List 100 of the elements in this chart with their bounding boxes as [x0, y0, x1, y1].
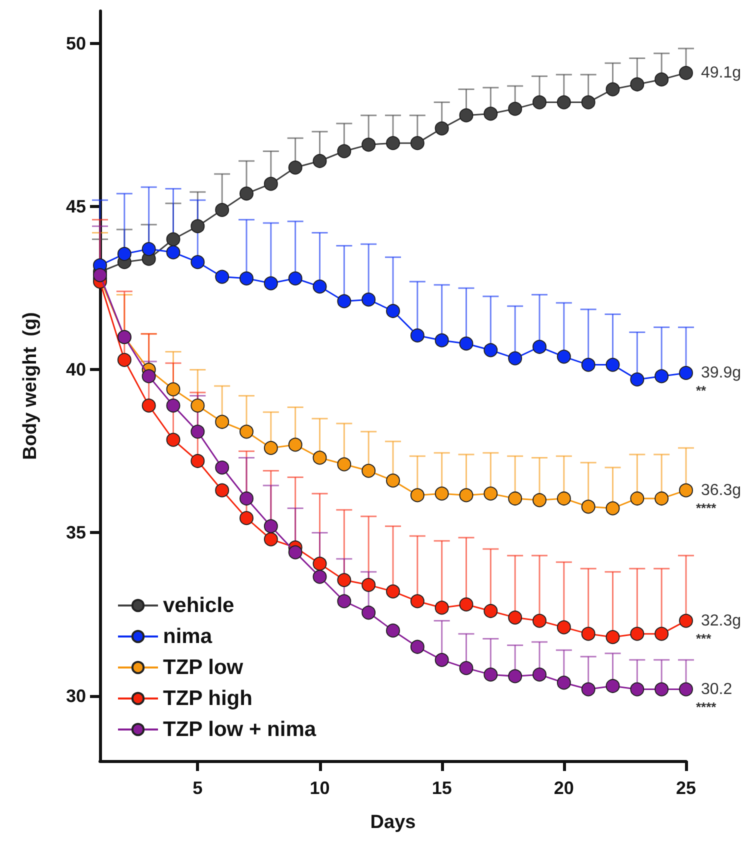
data-label: 39.9g — [701, 364, 742, 382]
point — [93, 268, 107, 282]
point — [362, 464, 376, 478]
text: **** — [696, 699, 718, 714]
legend-label: nima — [163, 625, 212, 648]
point — [117, 352, 132, 367]
point — [410, 328, 424, 342]
point — [679, 366, 693, 380]
point — [434, 486, 449, 501]
text: ** — [696, 382, 708, 398]
point — [166, 245, 180, 260]
point — [581, 682, 596, 696]
y-tick-label: 45 — [66, 196, 86, 217]
point — [312, 570, 327, 584]
point — [459, 108, 474, 122]
point — [654, 682, 669, 696]
point — [606, 82, 620, 96]
y-tick-label: 50 — [66, 34, 86, 54]
point — [215, 202, 230, 217]
point — [606, 501, 620, 516]
point — [117, 246, 132, 261]
point — [459, 488, 474, 502]
point — [190, 255, 205, 270]
point — [654, 626, 669, 641]
point — [240, 424, 254, 439]
point — [264, 176, 278, 191]
data-label: 36.3g — [701, 482, 742, 499]
point — [337, 573, 352, 588]
point — [508, 669, 522, 684]
point — [264, 519, 278, 534]
point — [581, 95, 596, 110]
point — [288, 438, 302, 452]
point — [484, 343, 498, 358]
x-axis-title: Days — [370, 812, 416, 833]
point — [264, 440, 278, 455]
point — [288, 271, 302, 286]
point — [288, 545, 302, 560]
point — [508, 610, 522, 625]
point — [630, 492, 644, 506]
point — [312, 154, 327, 168]
point — [264, 532, 278, 546]
point — [459, 336, 474, 351]
point — [630, 372, 644, 386]
point — [434, 333, 449, 348]
data-label: 32.3g — [701, 612, 742, 630]
point — [630, 77, 644, 92]
x-tick-label: 25 — [676, 778, 696, 798]
point — [166, 398, 180, 413]
point — [312, 556, 327, 571]
point — [410, 136, 424, 150]
point — [532, 614, 546, 628]
point — [434, 652, 449, 667]
point — [532, 668, 546, 682]
point — [556, 350, 571, 364]
point — [679, 483, 693, 498]
point — [166, 432, 180, 447]
point — [484, 106, 498, 121]
point — [556, 492, 571, 506]
x-tick-label: 10 — [310, 778, 330, 798]
point — [459, 661, 474, 676]
point — [532, 493, 546, 508]
point — [630, 682, 644, 696]
point — [581, 358, 596, 372]
point — [679, 682, 693, 696]
point — [679, 66, 693, 80]
point — [459, 597, 474, 612]
point — [606, 630, 620, 644]
point — [532, 95, 546, 110]
y-tick-label: 35 — [66, 522, 86, 543]
point — [484, 604, 498, 618]
x-tick-label: 20 — [554, 778, 574, 798]
point — [240, 271, 254, 286]
point — [215, 414, 230, 429]
point — [581, 500, 596, 514]
text: *** — [696, 630, 712, 646]
point — [362, 606, 376, 620]
point — [532, 340, 546, 354]
point — [679, 614, 693, 628]
point — [386, 304, 400, 318]
point — [190, 454, 205, 468]
point — [386, 624, 400, 638]
point — [654, 369, 669, 384]
point — [337, 457, 352, 472]
point — [312, 280, 327, 294]
point — [215, 270, 230, 284]
point — [654, 72, 669, 86]
point — [312, 450, 327, 465]
point — [508, 492, 522, 506]
y-tick-label: 40 — [66, 360, 86, 380]
point — [386, 136, 400, 150]
point — [240, 186, 254, 201]
y-axis-title: Body weight (g) — [20, 312, 41, 460]
point — [166, 382, 180, 396]
point — [337, 594, 352, 608]
point — [166, 232, 180, 246]
point — [190, 398, 205, 413]
point — [264, 276, 278, 290]
x-tick-label: 5 — [192, 778, 203, 798]
point — [508, 351, 522, 366]
point — [215, 483, 230, 498]
